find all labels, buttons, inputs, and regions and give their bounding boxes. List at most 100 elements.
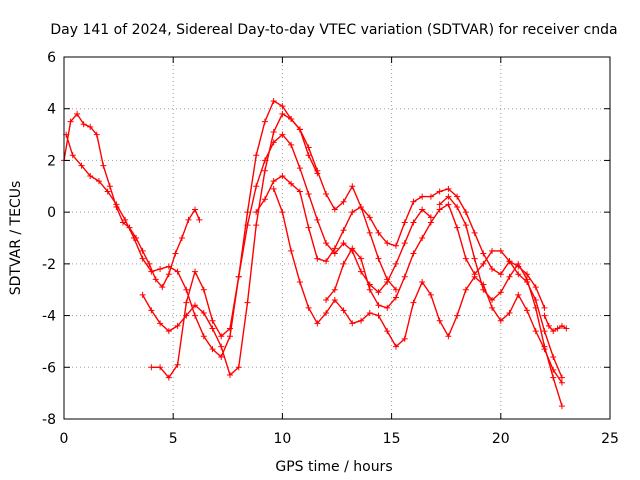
data-point [558,403,565,410]
data-point [515,291,522,298]
data-point [148,307,155,314]
data-point [139,291,146,298]
data-point [139,247,146,254]
data-point [100,162,107,169]
data-point [401,219,408,226]
data-point [165,328,172,335]
data-point [462,286,469,293]
data-point [261,196,268,203]
data-point [95,178,102,185]
data-point [419,235,426,241]
data-point [113,201,120,208]
data-point [401,273,408,280]
data-point [288,247,295,254]
data-point [436,188,443,195]
data-point [152,276,159,283]
data-point [200,286,207,293]
data-point [270,97,277,104]
data-point [165,271,172,278]
x-tick-label: 5 [169,431,178,447]
data-point [489,297,496,304]
data-point [279,110,286,117]
data-point [489,304,496,311]
data-point [235,273,242,280]
data-point [497,317,504,324]
series-arc1 [61,110,203,291]
data-point [87,123,94,130]
data-point [174,361,181,368]
data-point [314,320,321,327]
data-point [480,250,487,257]
data-point [331,250,338,257]
data-point [375,229,382,236]
y-tick-label: -4 [42,309,56,325]
data-point [218,333,225,340]
data-point [78,162,85,169]
data-point [375,289,382,296]
data-point [244,222,251,229]
data-point [178,235,185,241]
data-point [279,172,286,179]
data-point [226,372,233,379]
data-point [157,364,164,371]
x-tick-label: 15 [383,431,401,447]
x-tick-label: 20 [492,431,510,447]
data-point [462,209,469,216]
data-point [253,152,260,159]
data-point [323,258,330,265]
data-point [209,325,216,332]
data-point [558,322,565,329]
data-point [192,206,199,213]
data-point [541,304,548,311]
x-tick-label: 10 [273,431,291,447]
data-point [550,374,557,381]
data-point [445,333,452,340]
data-point [122,216,129,223]
data-point [384,278,391,285]
data-point [296,126,303,133]
data-point [532,284,539,291]
data-point [226,325,233,332]
series-line [325,203,563,378]
data-point [427,291,434,298]
data-point [349,245,356,252]
series-arc6 [270,185,565,386]
data-point [226,333,233,340]
data-point [392,286,399,293]
y-tick-label: 6 [47,50,56,66]
y-tick-label: -6 [42,360,56,376]
data-point [392,242,399,249]
data-point [454,224,461,231]
data-point [305,304,312,311]
data-point [384,304,391,311]
data-point [218,353,225,360]
data-point [209,346,216,353]
series-line [255,175,546,309]
data-point [471,271,478,278]
data-point [331,206,338,213]
data-point [392,260,399,267]
data-point [436,206,443,213]
data-point [480,286,487,293]
data-point [296,165,303,172]
data-point [174,268,181,275]
data-point [515,271,522,278]
data-point [427,214,434,221]
data-point [323,240,330,247]
series-arc5 [253,172,548,311]
data-point [454,312,461,319]
data-point [253,209,260,216]
data-point [69,152,76,159]
data-point [209,317,216,324]
data-point [93,131,100,138]
data-point [183,286,190,293]
data-point [80,121,87,128]
data-point [270,178,277,185]
data-point [349,320,356,327]
data-point [148,364,155,371]
data-point [288,180,295,187]
data-point [401,240,408,247]
data-point [410,250,417,257]
data-point [471,229,478,236]
data-point [74,110,81,117]
